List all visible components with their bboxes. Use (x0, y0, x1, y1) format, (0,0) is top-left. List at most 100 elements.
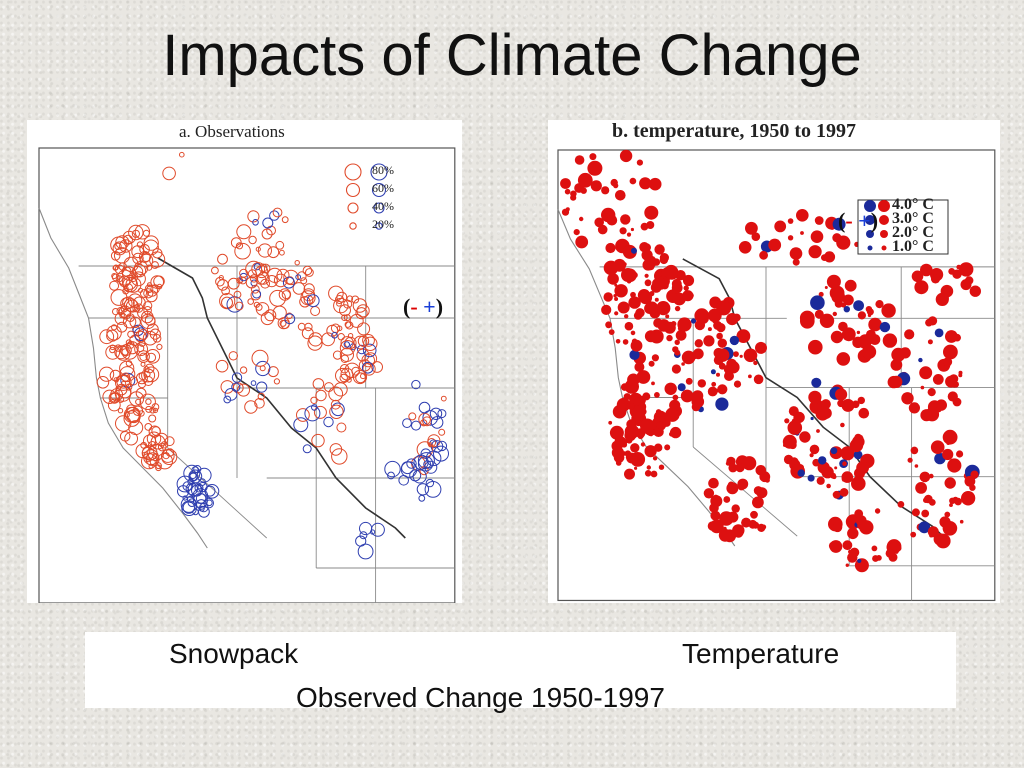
station-marker (732, 485, 738, 491)
legend-circle-increase (371, 182, 387, 198)
station-marker (423, 460, 432, 469)
station-marker (427, 434, 441, 448)
station-marker (311, 433, 325, 448)
station-marker (115, 374, 132, 391)
legend-circle-decrease (347, 202, 359, 214)
station-marker (937, 536, 947, 546)
station-marker (294, 260, 300, 266)
station-marker (868, 317, 882, 332)
station-marker (735, 463, 745, 473)
station-marker (626, 419, 637, 430)
station-marker (438, 428, 446, 436)
station-marker (681, 362, 685, 366)
snowpack-stations (96, 151, 449, 560)
station-marker (239, 272, 248, 282)
station-marker (644, 470, 652, 477)
state-boundary (692, 446, 798, 537)
station-marker (145, 349, 161, 364)
station-marker (739, 354, 743, 358)
station-marker (232, 382, 244, 394)
station-marker (193, 465, 202, 474)
station-marker (608, 329, 615, 335)
station-marker (646, 465, 651, 470)
caption-observed-change: Observed Change 1950-1997 (296, 682, 665, 713)
station-marker (637, 460, 643, 466)
legend-circle-decrease (345, 182, 361, 198)
station-marker (831, 289, 845, 304)
station-marker (819, 313, 835, 328)
station-marker (115, 235, 130, 250)
station-marker (857, 396, 865, 405)
station-marker (969, 285, 981, 297)
station-marker (217, 279, 229, 291)
station-marker (304, 322, 313, 332)
station-marker (228, 351, 239, 361)
station-marker (615, 190, 626, 201)
station-marker (328, 386, 344, 402)
station-marker (344, 321, 352, 328)
station-marker (871, 545, 878, 552)
station-marker (329, 404, 344, 419)
station-marker (918, 521, 931, 534)
station-marker (841, 476, 847, 482)
station-marker (347, 333, 354, 339)
station-marker (633, 398, 641, 406)
station-marker (626, 232, 632, 237)
station-marker (119, 366, 136, 383)
station-marker (858, 407, 870, 419)
station-marker (832, 522, 843, 533)
station-marker (634, 466, 638, 470)
station-marker (961, 491, 976, 506)
station-marker (295, 274, 302, 281)
station-marker (865, 306, 873, 313)
station-marker (635, 308, 645, 318)
station-marker (964, 475, 976, 487)
station-marker (300, 277, 308, 285)
station-marker (422, 410, 439, 426)
snowpack-legend-label-40: 40% (372, 199, 394, 213)
station-marker (671, 364, 681, 374)
station-marker (919, 471, 931, 483)
station-marker (135, 443, 151, 459)
station-marker (180, 496, 198, 513)
station-marker (725, 461, 731, 466)
station-marker (669, 426, 682, 439)
station-marker (656, 421, 664, 430)
station-marker (353, 335, 368, 350)
station-marker (137, 287, 144, 293)
station-marker (143, 235, 159, 251)
station-marker (809, 444, 820, 455)
station-marker (832, 490, 841, 499)
station-marker (793, 411, 805, 424)
station-marker (310, 306, 321, 316)
station-marker (418, 494, 426, 502)
station-marker (810, 230, 824, 243)
station-marker (155, 432, 169, 446)
station-marker (273, 273, 288, 288)
station-marker (142, 229, 150, 237)
station-marker (713, 355, 724, 365)
station-marker (753, 486, 763, 496)
station-marker (425, 478, 435, 488)
station-marker (664, 264, 679, 280)
station-marker (221, 286, 231, 296)
temperature-legend-symbols (857, 199, 949, 255)
station-marker (437, 409, 447, 419)
station-marker (947, 458, 962, 473)
temperature-map (557, 149, 996, 602)
snowpack-legend-label-20: 20% (372, 217, 394, 231)
station-marker (736, 329, 751, 343)
station-marker (417, 452, 435, 470)
station-marker (742, 456, 757, 471)
station-marker (907, 457, 913, 463)
station-marker (292, 282, 306, 295)
station-marker (910, 446, 919, 455)
station-marker (245, 276, 258, 289)
station-marker (140, 441, 148, 449)
station-marker (711, 381, 717, 387)
station-marker (323, 416, 334, 428)
station-marker (745, 221, 758, 235)
station-marker (114, 344, 122, 352)
station-marker (644, 273, 649, 278)
station-marker (744, 350, 755, 362)
